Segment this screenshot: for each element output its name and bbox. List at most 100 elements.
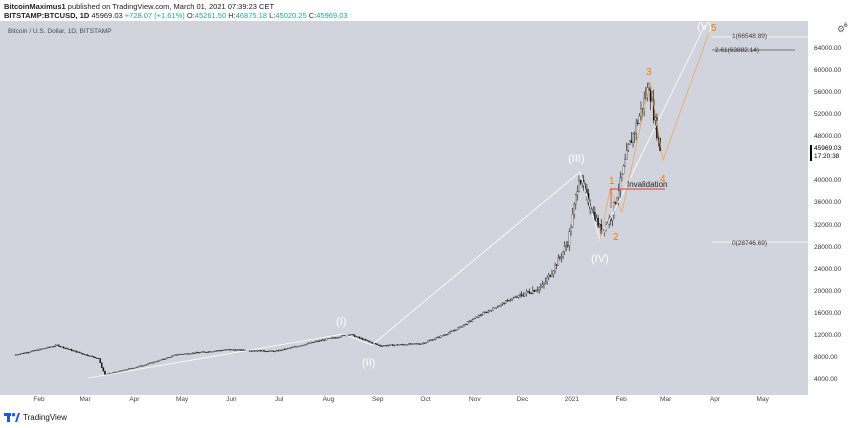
- candle-body: [479, 315, 482, 317]
- candle-body: [498, 305, 501, 307]
- candle-body: [318, 340, 321, 342]
- candle-body: [401, 344, 404, 346]
- candle-body: [403, 344, 405, 346]
- candle-body: [206, 351, 208, 353]
- candle-body: [233, 349, 235, 351]
- candle-body: [384, 345, 386, 347]
- subwave-label-2: 2: [613, 232, 619, 243]
- candle-body: [595, 218, 598, 221]
- candle-body: [24, 352, 27, 354]
- candle-body: [535, 290, 537, 292]
- candle-body: [210, 351, 213, 353]
- time-axis[interactable]: [0, 395, 808, 407]
- candle-body: [299, 345, 302, 347]
- candle-body: [554, 264, 556, 272]
- candle-body: [613, 202, 615, 216]
- candle-body: [264, 351, 267, 352]
- x-tick-label: Aug: [322, 396, 335, 403]
- y-tick-label: 60000.00: [814, 67, 842, 75]
- candle-body: [517, 295, 520, 298]
- candle-body: [66, 347, 68, 349]
- candle-body: [241, 349, 243, 351]
- candle-body: [508, 300, 510, 301]
- publish-info: published on TradingView.com, March 01, …: [67, 2, 275, 11]
- candle-body: [229, 349, 232, 351]
- candle-body: [193, 352, 195, 354]
- candle-body: [191, 352, 194, 354]
- candle-body: [497, 306, 499, 308]
- candle-body: [81, 353, 84, 355]
- current-price: 45969.03: [814, 145, 842, 152]
- candle-body: [463, 324, 466, 326]
- candle-body: [268, 350, 270, 352]
- settings-gear-icon[interactable]: ⚙: [837, 24, 846, 34]
- candle-body: [285, 348, 288, 350]
- candle-body: [296, 346, 299, 348]
- x-tick-label: Apr: [709, 396, 721, 403]
- candle-body: [223, 349, 226, 351]
- candle-body: [86, 354, 89, 356]
- candle-body: [555, 264, 558, 266]
- y-tick-label: 4000.00: [814, 376, 838, 383]
- candle-body: [29, 351, 31, 353]
- author-name[interactable]: BitcoinMaximus1: [4, 2, 66, 11]
- candle-body: [638, 115, 641, 124]
- price-axis[interactable]: [808, 21, 850, 395]
- tradingview-footer[interactable]: TradingView: [4, 413, 67, 422]
- low-value: 45020.25: [275, 11, 307, 20]
- candle-body: [576, 191, 579, 196]
- wave-label-II: (II): [362, 357, 375, 369]
- candle-body: [379, 345, 381, 347]
- candle-body: [27, 352, 30, 354]
- y-tick-label: 12000.00: [814, 331, 842, 339]
- wave-label-IV: (IV): [591, 253, 609, 265]
- candle-body: [15, 354, 17, 356]
- y-tick-label: 56000.00: [814, 89, 842, 97]
- candle-body: [301, 345, 303, 346]
- y-tick-label: 64000.00: [814, 45, 842, 52]
- candle-body: [171, 355, 173, 358]
- x-tick-label: Feb: [615, 396, 627, 403]
- candle-body: [398, 344, 400, 346]
- candle-body: [489, 310, 491, 312]
- candle-body: [188, 353, 191, 355]
- candle-body: [470, 320, 472, 322]
- candle-body: [400, 344, 402, 346]
- symbol-label: BITSTAMP:BTCUSD, 1D: [4, 11, 90, 20]
- candle-body: [349, 334, 351, 336]
- candle-body: [182, 354, 184, 355]
- candle-body: [420, 343, 423, 345]
- candle-body: [503, 302, 505, 304]
- candle-body: [310, 341, 313, 344]
- candle-body: [458, 326, 461, 328]
- candle-body: [551, 273, 553, 277]
- candle-body: [549, 274, 552, 277]
- last-price: 45969.03: [91, 11, 123, 20]
- candle-body: [143, 364, 146, 366]
- candle-body: [630, 140, 633, 143]
- candle-body: [252, 350, 254, 352]
- candle-body: [136, 366, 138, 368]
- candle-body: [167, 357, 170, 359]
- candle-body: [248, 350, 251, 352]
- candle-body: [525, 291, 528, 294]
- candle-body: [466, 321, 469, 325]
- candle-body: [338, 337, 340, 339]
- candle-body: [455, 329, 458, 331]
- y-tick-label: 36000.00: [814, 199, 842, 207]
- candle-body: [99, 358, 101, 364]
- candle-body: [414, 343, 416, 345]
- price-series: [15, 82, 661, 375]
- candle-body: [468, 320, 470, 323]
- candle-body: [439, 335, 442, 338]
- subwave-label-1: 1: [609, 176, 615, 187]
- candle-body: [649, 90, 652, 102]
- price-chart[interactable]: (I) (II) (III) (IV) (V) 1 2 3 4 5 Invalidation 1(66…: [0, 21, 850, 395]
- chart-plot-area[interactable]: [0, 21, 808, 395]
- candle-body: [390, 344, 393, 346]
- candle-body: [625, 150, 628, 160]
- candle-body: [266, 351, 268, 353]
- candle-body: [147, 363, 149, 365]
- candle-body: [328, 338, 330, 339]
- candle-body: [46, 346, 49, 349]
